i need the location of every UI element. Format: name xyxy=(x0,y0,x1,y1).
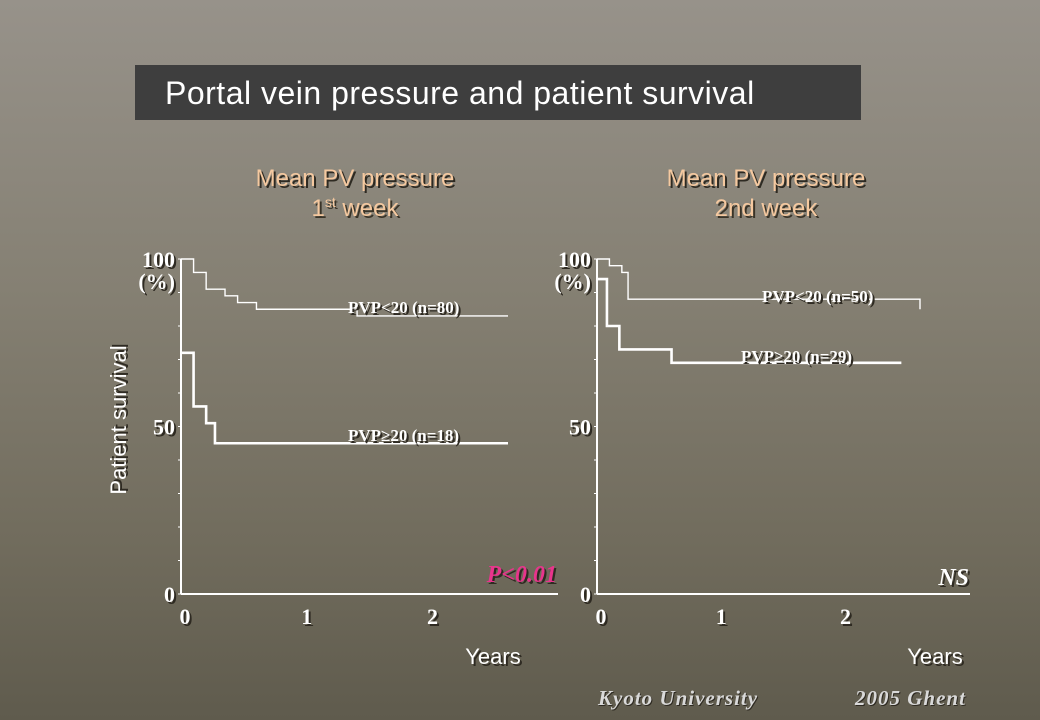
svg-text:(%): (%) xyxy=(140,271,177,296)
svg-text:2: 2 xyxy=(842,606,853,631)
series-label-2: PVP≥20 (n=18)PVP≥20 (n=18) xyxy=(348,426,461,447)
svg-text:100: 100 xyxy=(142,247,175,272)
svg-text:0: 0 xyxy=(182,606,193,631)
svg-text:Years: Years xyxy=(909,646,964,671)
svg-text:NS: NS xyxy=(939,567,971,593)
svg-text:PVP<20 (n=50): PVP<20 (n=50) xyxy=(762,287,873,306)
svg-text:Patient survival: Patient survival xyxy=(106,345,131,494)
x-tick-label: 11 xyxy=(716,604,729,631)
svg-text:0: 0 xyxy=(180,604,191,629)
svg-text:(%): (%) xyxy=(554,269,591,294)
x-tick-label: 22 xyxy=(427,604,440,631)
svg-text:PVP≥20 (n=18): PVP≥20 (n=18) xyxy=(348,426,459,445)
svg-text:NS: NS xyxy=(937,565,969,591)
svg-text:PVP<20 (n=80): PVP<20 (n=80) xyxy=(350,300,461,319)
svg-text:Mean PV pressure: Mean PV pressure xyxy=(258,167,457,194)
svg-text:Mean PV pressure: Mean PV pressure xyxy=(667,165,866,192)
svg-text:(%): (%) xyxy=(556,271,593,296)
y-tick-label: 00 xyxy=(164,582,177,609)
svg-text:Patient survival: Patient survival xyxy=(108,343,133,492)
svg-text:Years: Years xyxy=(465,644,520,669)
y-tick-label: 00 xyxy=(580,582,593,609)
svg-text:1: 1 xyxy=(716,604,727,629)
footer-year-place: 2005 Ghent xyxy=(855,686,966,710)
svg-text:100: 100 xyxy=(558,247,591,272)
x-tick-label: 22 xyxy=(840,604,853,631)
svg-text:PVP≥20 (n=29): PVP≥20 (n=29) xyxy=(741,347,852,366)
svg-text:(%): (%) xyxy=(138,269,175,294)
svg-text:1: 1 xyxy=(718,606,729,631)
svg-text:1: 1 xyxy=(303,606,314,631)
svg-text:50: 50 xyxy=(155,417,177,442)
series-line-2 xyxy=(181,351,508,445)
svg-text:2: 2 xyxy=(427,604,438,629)
svg-text:Years: Years xyxy=(467,646,522,671)
page-title: Portal vein pressure and patient surviva… xyxy=(165,75,755,111)
svg-text:50: 50 xyxy=(153,415,175,440)
svg-text:0: 0 xyxy=(596,604,607,629)
x-tick-label: 00 xyxy=(596,604,609,631)
footer-institution: Kyoto University xyxy=(598,686,759,710)
svg-text:50: 50 xyxy=(569,415,591,440)
chart-title-line2-shadow: 1st week xyxy=(314,196,402,224)
chart-title-line2: 1st week xyxy=(312,194,400,222)
svg-text:2: 2 xyxy=(429,606,440,631)
svg-text:P<0.01: P<0.01 xyxy=(486,562,557,588)
p-value-annotation: P<0.01P<0.01 xyxy=(486,562,559,590)
svg-text:Mean PV pressure: Mean PV pressure xyxy=(256,165,455,192)
svg-text:0: 0 xyxy=(164,582,175,607)
series-label-2: PVP≥20 (n=29)PVP≥20 (n=29) xyxy=(741,347,854,368)
svg-text:P<0.01: P<0.01 xyxy=(488,564,559,590)
series-line-1 xyxy=(597,258,921,310)
chart-title-line2: 2nd week xyxy=(715,195,819,222)
series-line-2 xyxy=(597,277,902,365)
y-unit-label: (%)(%) xyxy=(138,269,177,296)
chart-title-line2-shadow: 2nd week xyxy=(717,197,821,224)
svg-text:PVP<20 (n=50): PVP<20 (n=50) xyxy=(764,289,875,308)
title-bar xyxy=(135,65,861,120)
x-tick-label: 00 xyxy=(180,604,193,631)
svg-text:1: 1 xyxy=(301,604,312,629)
series-label-1: PVP<20 (n=50)PVP<20 (n=50) xyxy=(762,287,875,308)
svg-text:Mean PV pressure: Mean PV pressure xyxy=(669,167,868,194)
svg-text:100: 100 xyxy=(144,249,177,274)
series-line-1 xyxy=(181,258,508,317)
svg-text:PVP≥20 (n=18): PVP≥20 (n=18) xyxy=(350,428,461,447)
x-tick-label: 11 xyxy=(301,604,314,631)
svg-text:0: 0 xyxy=(582,584,593,609)
svg-text:0: 0 xyxy=(166,584,177,609)
svg-text:PVP≥20 (n=29): PVP≥20 (n=29) xyxy=(743,349,854,368)
svg-text:0: 0 xyxy=(580,582,591,607)
svg-text:100: 100 xyxy=(560,249,593,274)
svg-text:2: 2 xyxy=(840,604,851,629)
svg-text:0: 0 xyxy=(598,606,609,631)
svg-text:Years: Years xyxy=(907,644,962,669)
y-unit-label: (%)(%) xyxy=(554,269,593,296)
svg-text:50: 50 xyxy=(571,417,593,442)
svg-text:PVP<20 (n=80): PVP<20 (n=80) xyxy=(348,298,459,317)
series-label-1: PVP<20 (n=80)PVP<20 (n=80) xyxy=(348,298,461,319)
